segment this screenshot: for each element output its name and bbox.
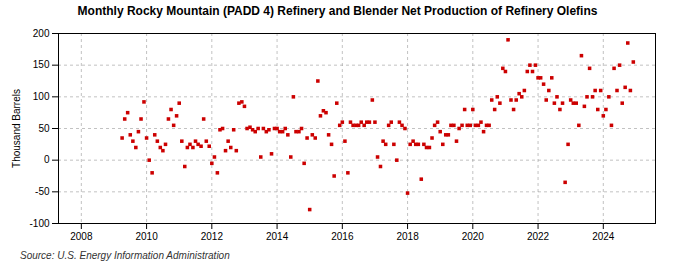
svg-text:2016: 2016 <box>331 231 354 242</box>
svg-text:2014: 2014 <box>266 231 289 242</box>
svg-text:-50: -50 <box>35 186 50 197</box>
svg-text:2012: 2012 <box>201 231 224 242</box>
svg-text:2008: 2008 <box>70 231 93 242</box>
svg-text:2018: 2018 <box>396 231 419 242</box>
svg-text:100: 100 <box>33 91 50 102</box>
svg-text:Thousand Barrels: Thousand Barrels <box>11 89 22 168</box>
svg-text:2022: 2022 <box>527 231 550 242</box>
html-text:Monthly Rocky Mountain (PADD 4: Monthly Rocky Mountain (PADD 4) Refinery… <box>77 4 598 18</box>
svg-text:2020: 2020 <box>462 231 485 242</box>
svg-text:50: 50 <box>38 123 50 134</box>
svg-text:0: 0 <box>44 154 50 165</box>
svg-text:150: 150 <box>33 59 50 70</box>
svg-text:2010: 2010 <box>135 231 158 242</box>
svg-text:200: 200 <box>33 28 50 39</box>
html-text:Source: U.S. Energy Informatio: Source: U.S. Energy Information Administ… <box>20 250 230 261</box>
svg-text:2024: 2024 <box>592 231 615 242</box>
svg-text:-100: -100 <box>29 218 49 229</box>
